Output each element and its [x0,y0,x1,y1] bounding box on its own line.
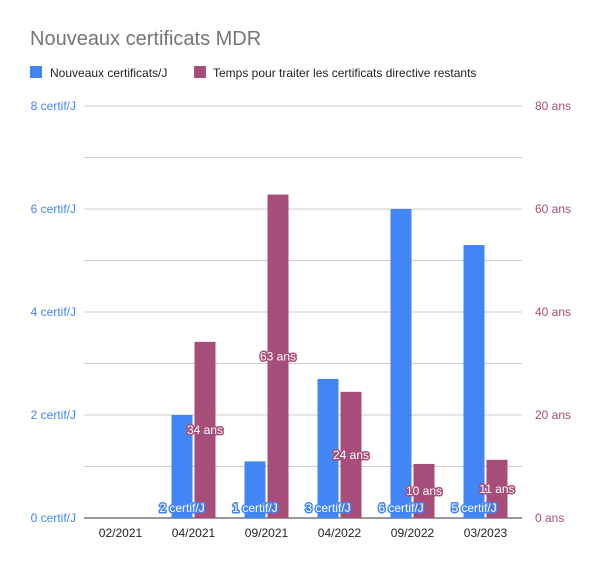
bar-certificats [244,461,266,518]
y-left-tick-label: 4 certif/J [31,305,76,319]
bar-temps [340,391,362,518]
bar-temps [413,463,435,518]
x-tick-label: 03/2023 [464,526,508,540]
data-label-certificats: 6 certif/J [378,501,423,515]
x-tick-label: 09/2022 [391,526,435,540]
data-label-temps: 24 ans [333,448,369,462]
bar-temps [486,459,508,518]
data-label-certificats: 5 certif/J [451,501,496,515]
y-axis-right: 0 ans 20 ans 40 ans 60 ans 80 ans [535,99,571,525]
data-labels: 2 certif/J 34 ans 1 certif/J 63 ans 3 certif… [158,348,516,517]
y-axis-left: 0 certif/J 2 certif/J 4 certif/J 6 certif/J… [31,99,76,525]
x-tick-label: 02/2021 [99,526,143,540]
y-right-tick-label: 0 ans [535,511,564,525]
y-left-tick-label: 2 certif/J [31,408,76,422]
data-label-certificats: 2 certif/J [159,501,204,515]
bar-certificats [317,378,339,518]
y-right-tick-label: 60 ans [535,202,571,216]
bar-temps [267,194,289,518]
bar-certificats [463,245,485,519]
legend-label-1: Temps pour traiter les certificats direc… [213,66,476,80]
y-right-tick-label: 40 ans [535,305,571,319]
data-label-temps: 34 ans [187,423,223,437]
x-tick-label: 04/2021 [172,526,216,540]
bars [171,194,508,519]
data-label-temps: 11 ans [479,482,514,496]
y-left-tick-label: 6 certif/J [31,202,76,216]
x-tick-label: 09/2021 [245,526,289,540]
x-tick-label: 04/2022 [318,526,362,540]
x-axis: 02/2021 04/2021 09/2021 04/2022 09/2022 03/20… [99,526,508,540]
bar-certificats [171,415,193,518]
legend: Nouveaux certificats/J Temps pour traite… [30,66,476,80]
gridlines [84,105,522,519]
bar-certificats [390,209,412,518]
legend-swatch-1 [194,66,206,78]
y-left-tick-label: 8 certif/J [31,99,76,113]
data-label-certificats: 3 certif/J [305,501,350,515]
y-left-tick-label: 0 certif/J [31,511,76,525]
bar-temps [194,341,216,518]
data-label-temps: 10 ans [406,484,442,498]
y-right-tick-label: 20 ans [535,408,571,422]
legend-swatch-0 [30,66,42,78]
chart-title: Nouveaux certificats MDR [30,28,261,50]
data-label-certificats: 1 certif/J [232,501,277,515]
legend-label-0: Nouveaux certificats/J [50,66,167,80]
data-label-temps: 63 ans [260,349,296,363]
y-right-tick-label: 80 ans [535,99,571,113]
